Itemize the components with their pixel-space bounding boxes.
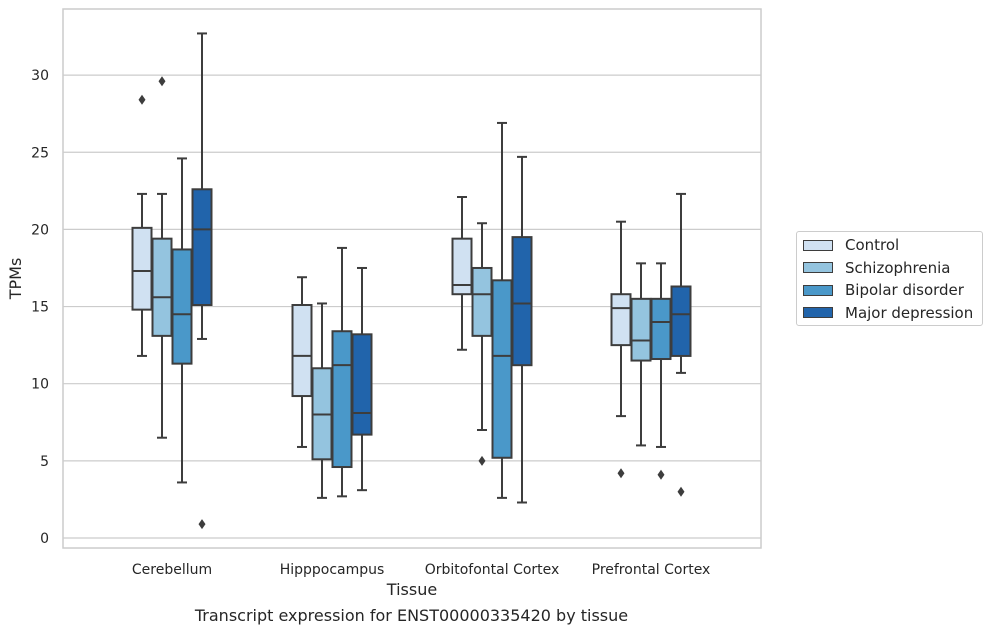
box-iqr [630, 297, 652, 362]
y-tick-label: 0 [40, 531, 49, 547]
y-tick-label: 15 [31, 300, 49, 316]
legend-swatch-schizophrenia [803, 262, 833, 273]
legend-item-control: Control [803, 235, 899, 255]
outlier-point [198, 519, 206, 530]
plot-frame [62, 8, 762, 549]
legend-label-bipolar-disorder: Bipolar disorder [845, 281, 964, 299]
box-iqr [171, 248, 193, 365]
outlier-point [657, 469, 665, 480]
outlier-point [138, 94, 146, 105]
box-iqr [151, 237, 173, 337]
y-axis-label: TPMs [6, 258, 25, 301]
y-tick-label: 10 [31, 377, 49, 393]
box-iqr [191, 188, 213, 307]
box-bipolar-disorder [491, 121, 513, 499]
box-control [131, 94, 153, 357]
box-iqr [511, 236, 533, 367]
legend-label-schizophrenia: Schizophrenia [845, 258, 951, 277]
box-schizophrenia [311, 302, 333, 499]
box-bipolar-disorder [331, 246, 353, 498]
box-bipolar-disorder [171, 157, 193, 484]
y-tick-label: 25 [31, 145, 49, 161]
box-major-depression [351, 266, 373, 492]
x-tick-label: Hipppocampus [280, 562, 385, 578]
box-control [610, 220, 632, 479]
box-iqr [351, 333, 373, 436]
legend-swatch-major-depression [803, 307, 833, 318]
x-tick-label: Orbitofontal Cortex [425, 562, 560, 578]
legend-item-major-depression: Major depression [803, 303, 973, 323]
chart-caption: Transcript expression for ENST0000033542… [194, 606, 629, 625]
box-series [131, 32, 692, 530]
x-axis-ticks: Cerebellum Hipppocampus Orbitofontal Corte… [132, 562, 710, 578]
box-major-depression [670, 192, 692, 497]
y-tick-label: 30 [31, 68, 49, 84]
legend-swatch-control [803, 239, 833, 251]
y-tick-label: 5 [40, 454, 49, 470]
box-schizophrenia [630, 262, 652, 447]
box-iqr [491, 279, 513, 459]
box-control [451, 195, 473, 351]
box-iqr [131, 226, 153, 311]
box-iqr [471, 266, 493, 337]
box-major-depression [191, 32, 213, 530]
outlier-point [158, 76, 166, 87]
outlier-point [617, 468, 625, 479]
box-iqr [670, 285, 692, 357]
box-iqr [331, 330, 353, 469]
legend-item-schizophrenia: Schizophrenia [803, 258, 950, 278]
x-axis-label: Tissue [386, 580, 437, 599]
box-bipolar-disorder [650, 262, 672, 480]
legend-label-major-depression: Major depression [845, 303, 974, 322]
x-tick-label: Prefrontal Cortex [592, 562, 711, 578]
y-axis-ticks: 0 5 10 15 20 25 30 [31, 68, 49, 547]
outlier-point [478, 455, 486, 466]
legend-label-control: Control [845, 236, 900, 254]
box-iqr [610, 293, 632, 347]
box-major-depression [511, 155, 533, 504]
box-control [291, 276, 313, 448]
x-tick-label: Cerebellum [132, 562, 212, 578]
box-iqr [451, 237, 473, 296]
legend-swatch-bipolar-disorder [803, 284, 833, 296]
box-iqr [291, 304, 313, 398]
legend-item-bipolar-disorder: Bipolar disorder [803, 280, 964, 300]
legend: Control Schizophrenia Bipolar disorder M… [796, 231, 983, 326]
box-schizophrenia [471, 222, 493, 466]
outlier-point [677, 486, 685, 497]
box-iqr [650, 297, 672, 361]
y-tick-label: 20 [31, 222, 49, 238]
